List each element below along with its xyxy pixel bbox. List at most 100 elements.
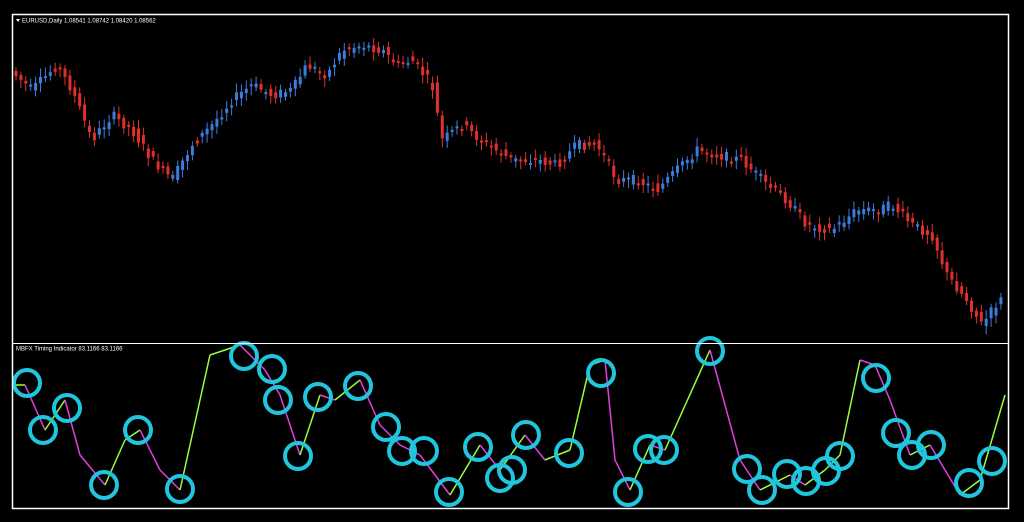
candle-body (269, 88, 273, 96)
timing-circle (409, 436, 439, 466)
candle-body (813, 228, 817, 231)
price-panel-label: EURUSD,Daily 1.08541 1.08742 1.08420 1.0… (22, 19, 156, 25)
indicator-segment (199, 354, 211, 401)
candle-body (499, 153, 503, 156)
candle-body (573, 142, 577, 149)
timing-circle (343, 371, 373, 401)
candle-body (323, 75, 327, 79)
timing-circle (12, 368, 42, 398)
candle-body (431, 82, 434, 91)
candle-body (151, 150, 155, 157)
candle-body (754, 170, 758, 173)
candle-body (803, 215, 807, 227)
candle-body (979, 311, 983, 322)
candle-body (220, 117, 224, 120)
indicator-segment (24, 384, 46, 431)
timing-circle (463, 432, 493, 462)
candle-body (984, 318, 988, 327)
candle-body (244, 88, 248, 94)
candle-body (852, 209, 856, 218)
candle-body (622, 177, 626, 182)
candle-body (88, 125, 91, 132)
candle-body (117, 113, 121, 120)
candle-body (759, 173, 763, 176)
candle-body (710, 154, 714, 158)
candle-body (823, 229, 826, 233)
candle-body (592, 142, 596, 145)
candle-body (646, 183, 650, 186)
candle-body (504, 149, 508, 156)
candle-body (190, 145, 194, 156)
candle-body (112, 111, 116, 120)
candle-body (906, 213, 910, 222)
candle-body (778, 190, 782, 193)
candle-body (725, 151, 728, 161)
candle-body (798, 209, 802, 213)
indicator-segment (139, 429, 161, 471)
candle-body (901, 208, 905, 212)
candle-body (916, 224, 920, 227)
candle-body (274, 92, 278, 99)
candle-body (783, 192, 787, 204)
candle-body (842, 222, 846, 228)
candle-body (960, 286, 964, 294)
candle-body (386, 46, 390, 55)
timing-circles (12, 336, 1007, 507)
candle-body (92, 132, 96, 141)
candle-body (921, 225, 924, 235)
candle-body (264, 92, 268, 95)
timing-circle (554, 438, 584, 468)
indicator-segment (104, 439, 126, 486)
candle-body (695, 146, 699, 157)
timing-circle (695, 336, 725, 366)
candle-body (288, 87, 292, 92)
candle-body (259, 84, 263, 90)
candle-body (239, 91, 243, 99)
candle-body (205, 128, 209, 135)
candle-body (78, 93, 82, 107)
candle-body (435, 82, 439, 113)
candle-body (739, 154, 743, 157)
candle-body (83, 104, 87, 121)
candle-body (337, 52, 341, 61)
candle-body (617, 178, 621, 184)
candle-body (818, 224, 822, 232)
candle-body (876, 212, 880, 215)
candle-body (749, 163, 753, 170)
candle-body (401, 62, 405, 65)
candle-body (519, 159, 523, 162)
timing-circle (861, 363, 891, 393)
candle-body (460, 129, 464, 132)
candle-body (494, 143, 498, 151)
candle-body (333, 64, 336, 68)
candle-body (445, 132, 449, 141)
candle-body (867, 207, 871, 212)
candle-body (455, 126, 459, 129)
indicator-segment (64, 399, 81, 456)
indicator-segment (839, 359, 861, 456)
candle-body (793, 205, 797, 209)
candle-body (509, 155, 513, 158)
candle-body (161, 165, 165, 168)
timing-circle (497, 455, 527, 485)
candle-body (210, 124, 214, 131)
candle-body (602, 152, 606, 156)
indicator-segment (629, 444, 651, 491)
candle-body (872, 209, 875, 212)
candle-body (372, 45, 376, 53)
candle-body (538, 159, 542, 164)
candle-body (543, 157, 547, 166)
candle-body (891, 208, 895, 211)
indicator-segment (419, 454, 451, 496)
candle-body (141, 134, 145, 144)
candle-body (313, 66, 317, 69)
timing-circle (977, 446, 1007, 476)
candle-body (97, 128, 101, 135)
indicator-segment (449, 444, 481, 496)
candle-body (729, 161, 733, 164)
indicator-segment (709, 349, 741, 461)
candle-body (862, 209, 866, 215)
candle-body (636, 183, 640, 186)
